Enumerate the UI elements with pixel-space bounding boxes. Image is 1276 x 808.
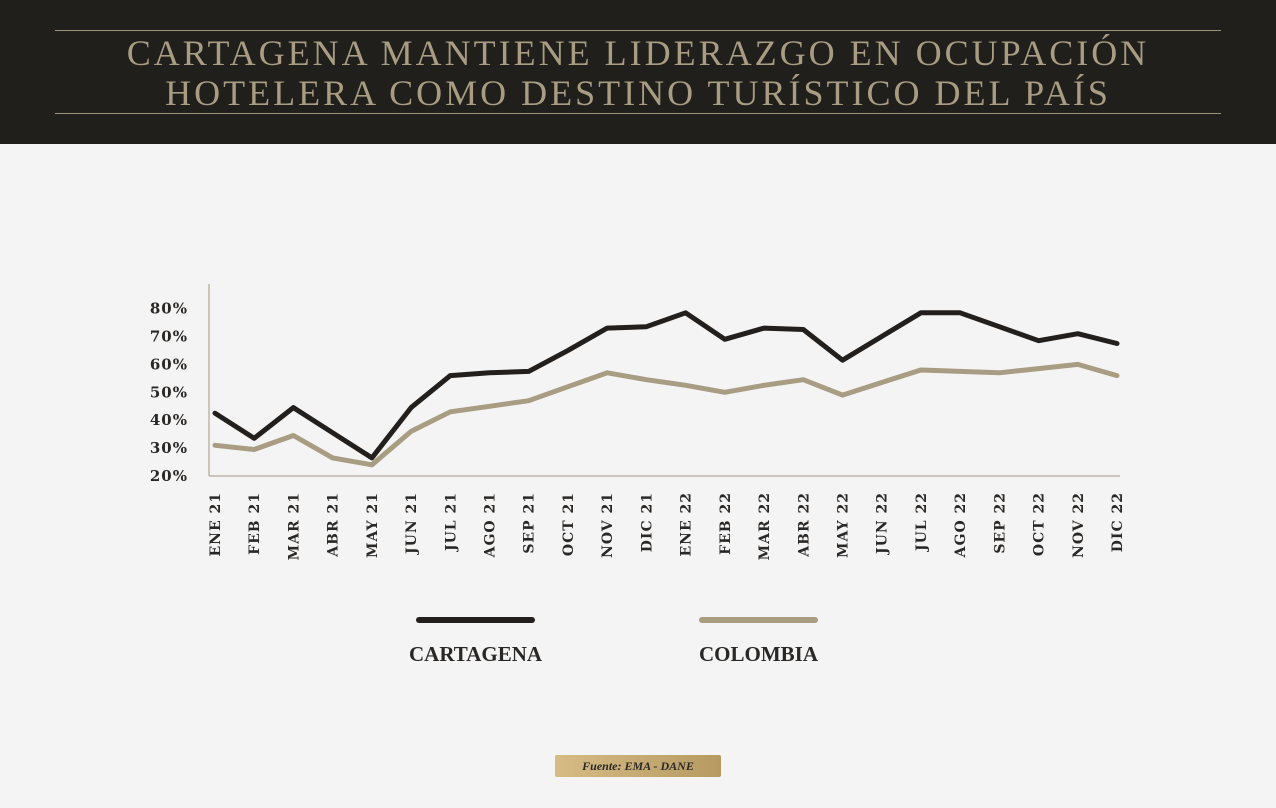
x-tick-label: DIC 22 xyxy=(1110,492,1126,552)
x-tick-label: MAR 21 xyxy=(286,492,302,560)
x-tick-label: MAY 21 xyxy=(365,492,381,558)
x-tick-label: MAY 22 xyxy=(835,492,851,558)
x-tick-label: JUL 22 xyxy=(914,492,930,553)
series-lines xyxy=(212,310,1120,468)
series-line-cartagena xyxy=(212,310,1120,461)
x-tick-label: OCT 21 xyxy=(561,492,577,556)
y-tick-label: 20% xyxy=(150,467,188,485)
legend-label-colombia: COLOMBIA xyxy=(699,642,819,666)
x-tick-label: OCT 22 xyxy=(1032,492,1048,556)
y-tick-label: 70% xyxy=(150,328,188,346)
legend-swatch-cartagena xyxy=(416,617,535,623)
series-line-colombia xyxy=(212,361,1120,468)
x-tick-label: ENE 21 xyxy=(208,492,224,557)
x-tick-label: FEB 22 xyxy=(718,492,734,555)
x-tick-label: NOV 21 xyxy=(600,492,616,558)
x-tick-label: ABR 21 xyxy=(326,492,342,558)
x-tick-label: AGO 21 xyxy=(483,492,499,558)
y-tick-label: 40% xyxy=(150,411,188,429)
y-tick-labels: 20% 30% 40% 50% 60% 70% 80% xyxy=(150,300,188,485)
x-tick-label: JUN 21 xyxy=(404,492,420,556)
y-tick-label: 50% xyxy=(150,383,188,401)
y-tick-label: 80% xyxy=(150,300,188,318)
x-tick-label: SEP 22 xyxy=(992,492,1008,554)
y-tick-label: 60% xyxy=(150,355,188,373)
x-tick-label: ENE 22 xyxy=(679,492,695,557)
x-tick-label: FEB 21 xyxy=(247,492,263,555)
x-tick-label: AGO 22 xyxy=(953,492,969,558)
x-tick-label: MAR 22 xyxy=(757,492,773,560)
chart-title-line-1: CARTAGENA MANTIENE LIDERAZGO EN OCUPACIÓ… xyxy=(126,33,1150,73)
title-banner: CARTAGENA MANTIENE LIDERAZGO EN OCUPACIÓ… xyxy=(0,0,1276,144)
title-rule-top xyxy=(55,30,1221,31)
chart-title-line-2: HOTELERA COMO DESTINO TURÍSTICO DEL PAÍS xyxy=(165,73,1111,113)
x-tick-label: JUL 21 xyxy=(443,492,459,553)
x-tick-label: ABR 22 xyxy=(796,492,812,558)
legend-swatch-colombia xyxy=(699,617,818,623)
title-rule-bottom xyxy=(55,113,1221,114)
legend-label-cartagena: CARTAGENA xyxy=(409,642,543,666)
source-badge: Fuente: EMA - DANE xyxy=(555,755,721,777)
x-tick-label: JUN 22 xyxy=(875,492,891,556)
x-tick-label: DIC 21 xyxy=(639,492,655,552)
x-tick-labels: ENE 21 FEB 21 MAR 21 ABR 21 MAY 21 JUN 21 JUL … xyxy=(208,492,1126,560)
x-tick-label: NOV 22 xyxy=(1071,492,1087,558)
x-tick-label: SEP 21 xyxy=(522,492,538,554)
y-tick-label: 30% xyxy=(150,439,188,457)
